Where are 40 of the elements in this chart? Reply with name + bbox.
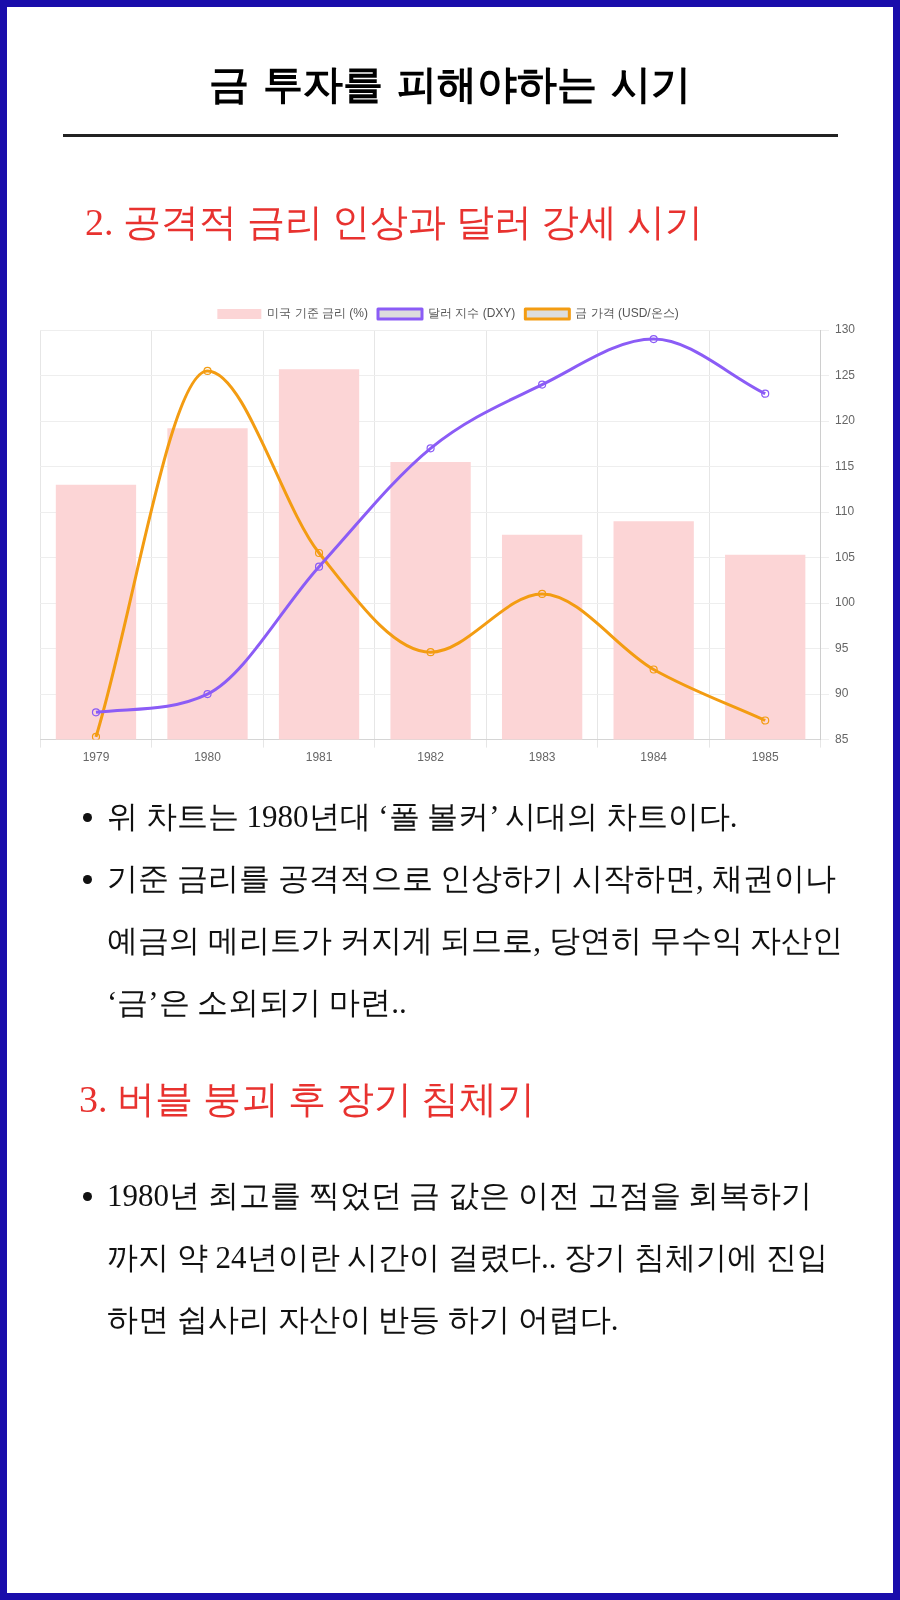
text: 3. 버블 붕괴 후 장기 침체기 (79, 1077, 536, 1122)
x-tick-label: 1980 (194, 750, 222, 765)
x-tick-label: 1982 (417, 750, 445, 765)
chart-title: 금 투자를 피해야하는 시기 (208, 60, 692, 109)
point (91, 732, 101, 740)
y-tick-label: 125 (834, 367, 856, 382)
point (426, 444, 435, 453)
point (538, 380, 547, 389)
point (649, 335, 658, 344)
chart-subtitle: 2. 공격적 금리 인상과 달러 강세 시기 (85, 200, 704, 245)
y-tick-label: 110 (834, 504, 855, 519)
x-tick-label: 1984 (640, 750, 668, 765)
text: 기준 금리를 공격적으로 인상하기 시작하면, 채권이나 예금의 메리트가 커지게 되므로, 당연히 무수익 자산인 ‘금’은 소외되기 마련.. (106, 860, 845, 1022)
y-tick-label: 115 (834, 458, 855, 473)
point (314, 548, 324, 558)
point (426, 648, 435, 657)
point (538, 589, 547, 599)
y-tick-label: 85 (834, 731, 849, 746)
x-tick-label: 1985 (751, 750, 779, 765)
y-tick-label: 100 (834, 595, 856, 610)
y-tick-label: 120 (834, 413, 856, 428)
y-tick-label: 90 (834, 686, 849, 701)
legend-label: 미국 기준 금리 (%) (267, 306, 369, 321)
text: 위 차트는 1980년대 ‘폴 볼커’ 시대의 차트이다. (106, 798, 739, 836)
point (91, 708, 101, 717)
point (761, 389, 770, 398)
point (203, 689, 212, 699)
point (203, 366, 212, 376)
y-tick-label: 95 (834, 640, 849, 655)
text: 1980년 최고를 찍었던 금 값은 이전 고점을 회복하기 까지 약 24년이란 시간이 걸렸다.. 장기 침체기에 진입하면 쉽사리 자산이 반등 하기 어렵다. (106, 1177, 829, 1339)
y-tick-label: 105 (834, 549, 856, 564)
point (314, 562, 324, 571)
x-tick-label: 1983 (528, 750, 556, 765)
legend-label: 달러 지수 (DXY) (428, 306, 516, 321)
legend-label: 금 가격 (USD/온스) (575, 306, 679, 321)
x-tick-label: 1979 (82, 750, 110, 765)
y-tick-label: 130 (834, 322, 856, 337)
x-tick-label: 1981 (305, 750, 333, 765)
point (649, 665, 658, 674)
point (761, 716, 770, 725)
